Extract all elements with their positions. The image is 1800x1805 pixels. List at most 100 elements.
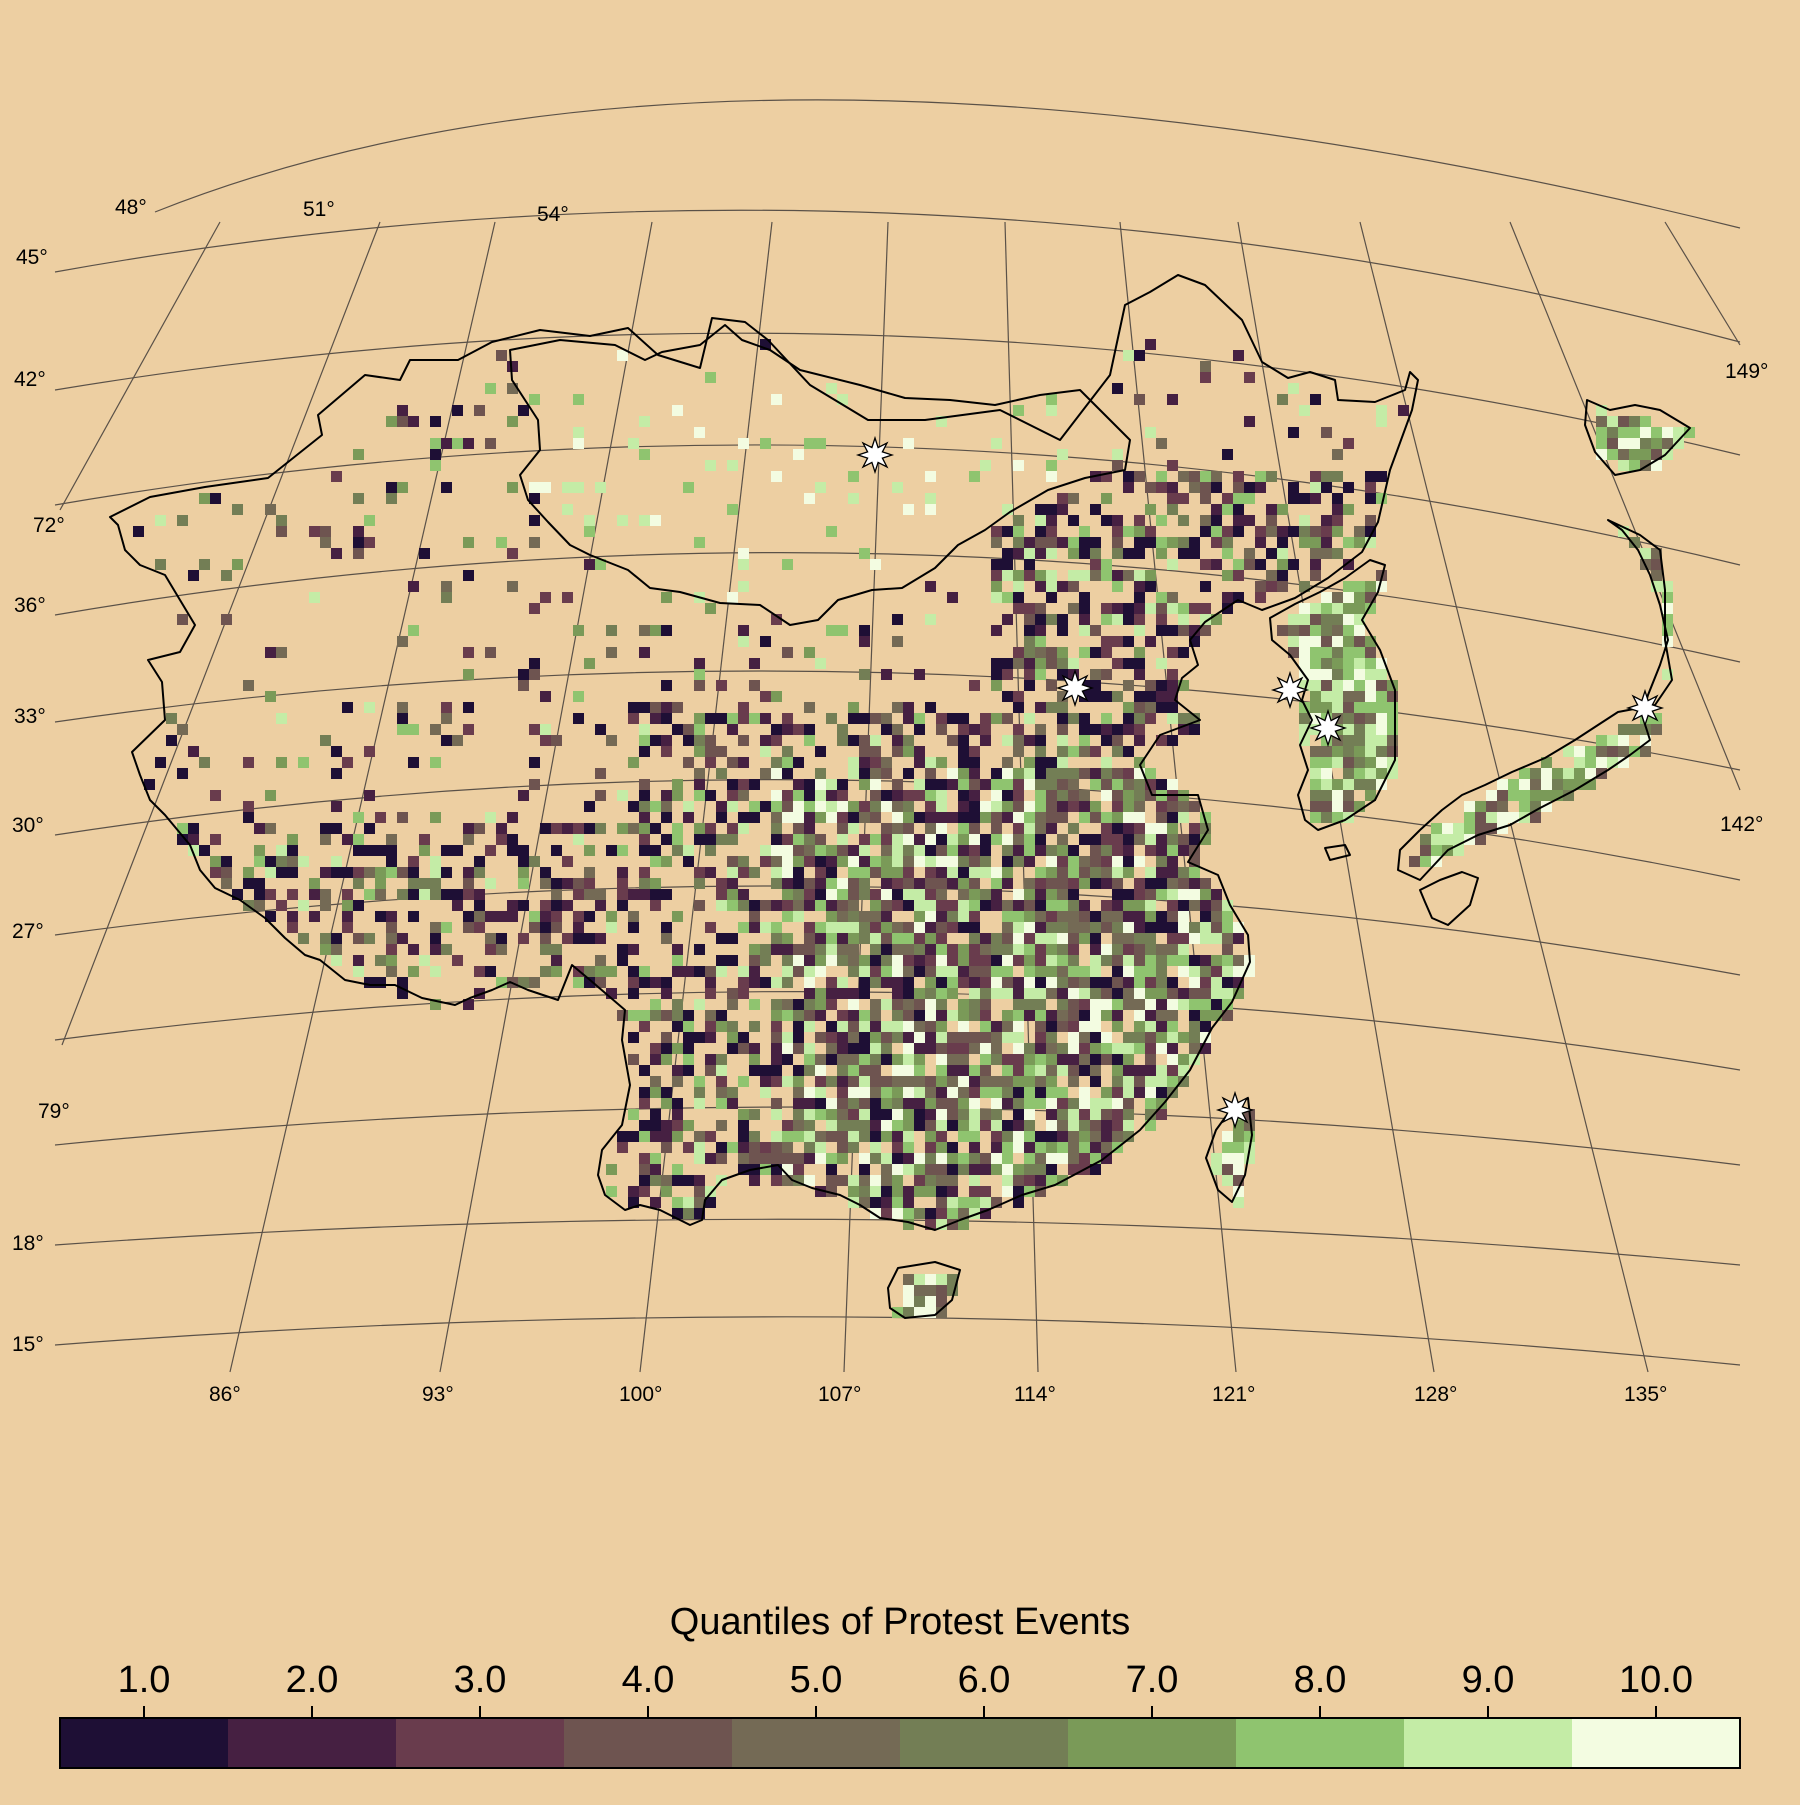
quantile-cell bbox=[1112, 1131, 1123, 1142]
quantile-cell bbox=[892, 636, 903, 647]
quantile-cell bbox=[859, 1186, 870, 1197]
quantile-cell bbox=[1090, 537, 1101, 548]
quantile-cell bbox=[903, 812, 914, 823]
quantile-cell bbox=[969, 1175, 980, 1186]
quantile-cell bbox=[771, 1010, 782, 1021]
quantile-cell bbox=[1321, 548, 1332, 559]
quantile-cell bbox=[881, 724, 892, 735]
quantile-cell bbox=[1178, 647, 1189, 658]
quantile-cell bbox=[650, 1131, 661, 1142]
quantile-cell bbox=[925, 1032, 936, 1043]
quantile-cell bbox=[914, 1021, 925, 1032]
quantile-cell bbox=[793, 889, 804, 900]
legend-swatch bbox=[732, 1718, 900, 1768]
quantile-cell bbox=[1024, 1043, 1035, 1054]
quantile-cell bbox=[1013, 768, 1024, 779]
quantile-cell bbox=[1046, 1153, 1057, 1164]
quantile-cell bbox=[1156, 834, 1167, 845]
quantile-cell bbox=[980, 779, 991, 790]
quantile-cell bbox=[1134, 790, 1145, 801]
quantile-cell bbox=[837, 955, 848, 966]
quantile-cell bbox=[1244, 482, 1255, 493]
quantile-cell bbox=[848, 1142, 859, 1153]
quantile-cell bbox=[914, 988, 925, 999]
quantile-cell bbox=[936, 790, 947, 801]
quantile-cell bbox=[925, 944, 936, 955]
quantile-cell bbox=[1002, 944, 1013, 955]
quantile-cell bbox=[628, 911, 639, 922]
quantile-cell bbox=[1145, 889, 1156, 900]
quantile-cell bbox=[364, 823, 375, 834]
quantile-cell bbox=[1090, 680, 1101, 691]
quantile-cell bbox=[1046, 515, 1057, 526]
quantile-cell bbox=[815, 944, 826, 955]
legend-labels: 1.0 2.0 3.0 4.0 5.0 6.0 7.0 8.0 9.0 10.0 bbox=[118, 1659, 1693, 1701]
quantile-cell bbox=[969, 922, 980, 933]
quantile-cell bbox=[1134, 691, 1145, 702]
quantile-cell bbox=[287, 845, 298, 856]
quantile-cell bbox=[1145, 867, 1156, 878]
quantile-cell bbox=[1101, 856, 1112, 867]
quantile-cell bbox=[1233, 526, 1244, 537]
quantile-cell bbox=[1156, 625, 1167, 636]
quantile-cell bbox=[1046, 471, 1057, 482]
quantile-cell bbox=[1101, 570, 1112, 581]
quantile-cell bbox=[1354, 702, 1365, 713]
quantile-cell bbox=[584, 559, 595, 570]
quantile-cell bbox=[1123, 999, 1134, 1010]
quantile-cell bbox=[870, 966, 881, 977]
quantile-cell bbox=[1134, 977, 1145, 988]
quantile-cell bbox=[969, 1197, 980, 1208]
quantile-cell bbox=[859, 1109, 870, 1120]
quantile-cell bbox=[1024, 1087, 1035, 1098]
quantile-cell bbox=[892, 1054, 903, 1065]
quantile-cell bbox=[958, 834, 969, 845]
quantile-cell bbox=[1090, 801, 1101, 812]
quantile-cell bbox=[826, 1021, 837, 1032]
quantile-cell bbox=[1112, 933, 1123, 944]
quantile-cell bbox=[1123, 1032, 1134, 1043]
quantile-cell bbox=[1123, 1054, 1134, 1065]
quantile-cell bbox=[914, 1274, 925, 1285]
quantile-cell bbox=[969, 1065, 980, 1076]
quantile-cell bbox=[738, 1043, 749, 1054]
quantile-cell bbox=[320, 735, 331, 746]
quantile-cell bbox=[1112, 735, 1123, 746]
quantile-cell bbox=[1090, 504, 1101, 515]
quantile-cell bbox=[661, 1175, 672, 1186]
quantile-cell bbox=[815, 1131, 826, 1142]
quantile-cell bbox=[672, 999, 683, 1010]
quantile-cell bbox=[1002, 812, 1013, 823]
quantile-cell bbox=[991, 977, 1002, 988]
quantile-cell bbox=[1211, 515, 1222, 526]
quantile-cell bbox=[793, 1043, 804, 1054]
quantile-cell bbox=[760, 856, 771, 867]
quantile-cell bbox=[1079, 1098, 1090, 1109]
quantile-cell bbox=[353, 449, 364, 460]
quantile-cell bbox=[672, 702, 683, 713]
quantile-cell bbox=[727, 889, 738, 900]
quantile-cell bbox=[859, 625, 870, 636]
quantile-cell bbox=[793, 867, 804, 878]
quantile-cell bbox=[1145, 955, 1156, 966]
quantile-cell bbox=[936, 1010, 947, 1021]
quantile-cell bbox=[650, 735, 661, 746]
quantile-cell bbox=[1156, 702, 1167, 713]
quantile-cell bbox=[650, 1153, 661, 1164]
quantile-cell bbox=[672, 944, 683, 955]
quantile-cell bbox=[639, 845, 650, 856]
quantile-cell bbox=[1035, 933, 1046, 944]
quantile-cell bbox=[1134, 350, 1145, 361]
quantile-cell bbox=[1024, 680, 1035, 691]
quantile-cell bbox=[1354, 625, 1365, 636]
quantile-cell bbox=[650, 1120, 661, 1131]
quantile-cell bbox=[1079, 1021, 1090, 1032]
quantile-cell bbox=[826, 713, 837, 724]
quantile-cell bbox=[804, 779, 815, 790]
quantile-cell bbox=[1145, 1087, 1156, 1098]
quantile-cell bbox=[1574, 757, 1585, 768]
quantile-cell bbox=[1277, 581, 1288, 592]
quantile-cell bbox=[1090, 933, 1101, 944]
quantile-cell bbox=[815, 1087, 826, 1098]
quantile-cell bbox=[1024, 1153, 1035, 1164]
